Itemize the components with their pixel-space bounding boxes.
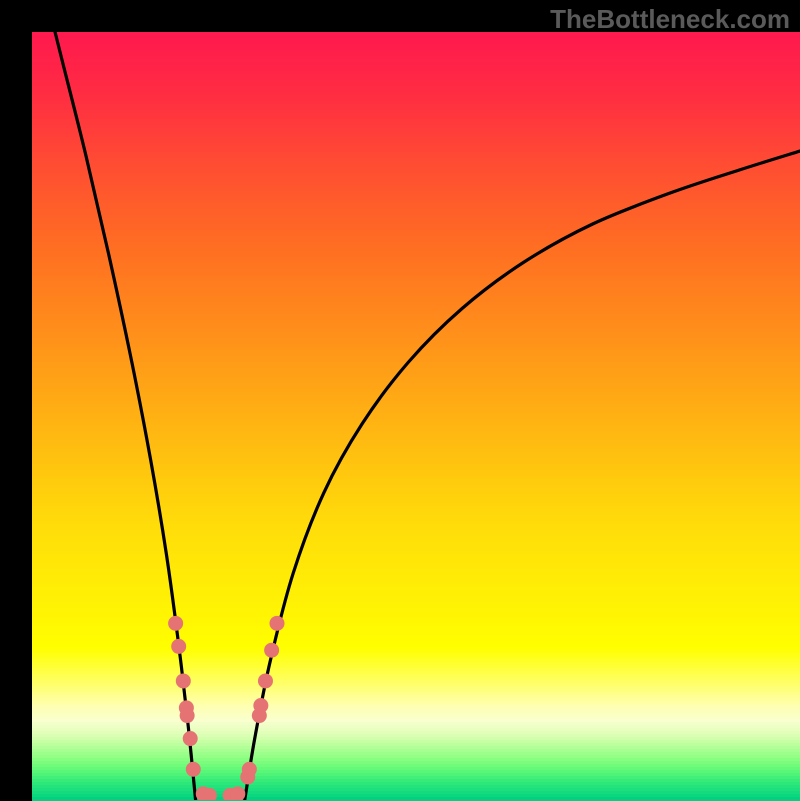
scatter-point [186,762,201,777]
scatter-point [253,698,268,713]
scatter-point [264,643,279,658]
scatter-point [180,708,195,723]
scatter-point [171,639,186,654]
plot-area [32,32,800,800]
scatter-point [183,731,198,746]
curve-left-branch [55,32,196,800]
scatter-point [176,673,191,688]
scatter-point [269,616,284,631]
scatter-point [168,616,183,631]
scatter-point [258,673,273,688]
chart-frame-left [0,0,32,800]
curve-right-branch [245,151,800,800]
scatter-point [242,762,257,777]
bottleneck-curve-chart [32,32,800,800]
watermark-text: TheBottleneck.com [550,4,790,35]
